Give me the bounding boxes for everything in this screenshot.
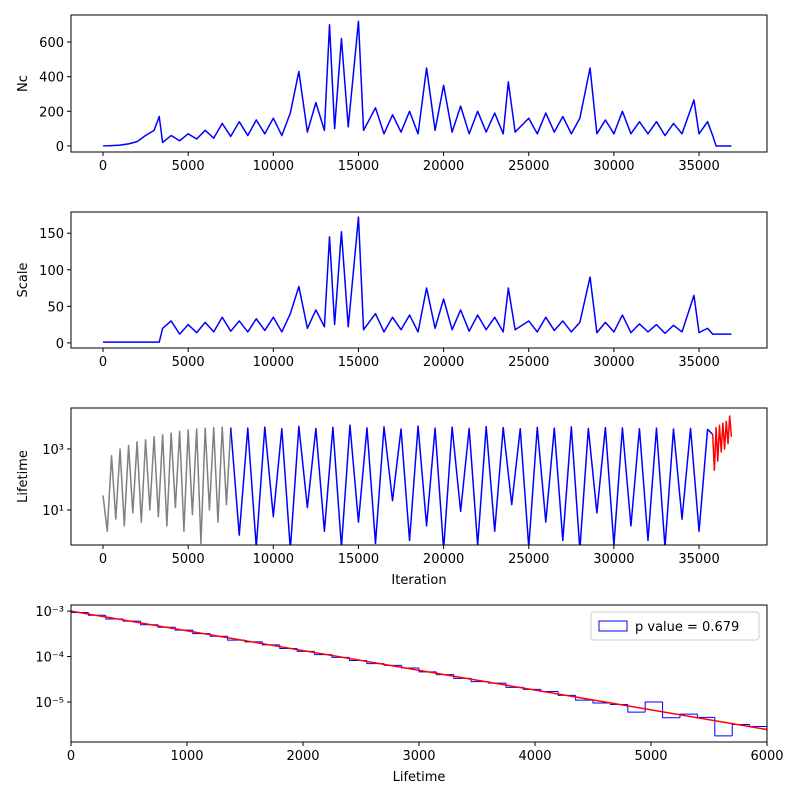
axes-frame — [70, 211, 768, 349]
x-tick-label: 0 — [67, 749, 75, 764]
x-tick-label: 10000 — [253, 159, 294, 174]
x-tick-label: 4000 — [518, 749, 551, 764]
y-tick-label: 50 — [47, 300, 64, 315]
hist-step — [627, 704, 646, 713]
x-tick-label: 1000 — [170, 749, 203, 764]
x-tick-label: 20000 — [423, 159, 464, 174]
x-tick-label: 30000 — [593, 355, 634, 370]
y-tick-label: 0 — [56, 337, 64, 352]
hist-step — [592, 700, 611, 704]
x-tick-label: 5000 — [172, 159, 205, 174]
x-tick-label: 35000 — [678, 552, 719, 567]
x-tick-label: 5000 — [172, 355, 205, 370]
x-tick-label: 6000 — [750, 749, 783, 764]
x-tick-label: 5000 — [634, 749, 667, 764]
x-tick-label: 0 — [99, 552, 107, 567]
x-tick-label: 2000 — [286, 749, 319, 764]
y-tick-label: 100 — [39, 264, 64, 279]
axes-frame — [70, 14, 768, 153]
x-tick-label: 20000 — [423, 552, 464, 567]
x-tick-label: 35000 — [678, 159, 719, 174]
axes-frame — [70, 407, 768, 546]
data-line — [711, 415, 733, 472]
plot-area — [103, 216, 732, 343]
data-line — [229, 424, 714, 545]
y-tick-label: 10¹ — [42, 504, 64, 519]
x-tick-label: 30000 — [593, 552, 634, 567]
x-tick-label: 15000 — [338, 159, 379, 174]
x-tick-label: 3000 — [402, 749, 435, 764]
x-tick-label: 0 — [99, 159, 107, 174]
x-tick-label: 15000 — [338, 355, 379, 370]
hist-step — [662, 702, 680, 719]
y-tick-label: 10⁻⁵ — [35, 696, 64, 711]
y-axis-label: Lifetime — [16, 450, 31, 503]
axes-frame — [70, 604, 768, 743]
plot-area — [102, 20, 732, 147]
y-tick-label: 10³ — [42, 443, 64, 458]
x-tick-label: 25000 — [508, 355, 549, 370]
x-tick-label: 10000 — [253, 552, 294, 567]
legend-label: p value = 0.679 — [635, 620, 739, 635]
data-line — [102, 20, 732, 147]
hist-step — [749, 724, 767, 742]
y-tick-label: 400 — [39, 71, 64, 86]
legend-swatch — [598, 620, 628, 632]
y-tick-label: 10⁻³ — [35, 605, 64, 620]
y-tick-label: 600 — [39, 36, 64, 51]
x-tick-label: 10000 — [253, 355, 294, 370]
data-line — [103, 216, 732, 343]
x-tick-label: 30000 — [593, 159, 634, 174]
hist-step — [731, 724, 750, 736]
x-tick-label: 15000 — [338, 552, 379, 567]
x-axis-label: Lifetime — [393, 770, 446, 785]
plot-area — [71, 610, 767, 742]
y-tick-label: 0 — [56, 140, 64, 155]
x-tick-label: 25000 — [508, 552, 549, 567]
x-tick-label: 25000 — [508, 159, 549, 174]
hist-step — [714, 717, 733, 737]
legend-box — [590, 611, 760, 641]
y-tick-label: 150 — [39, 227, 64, 242]
hist-step — [71, 612, 89, 742]
data-line — [102, 426, 232, 545]
y-axis-label: Nc — [16, 75, 31, 92]
x-tick-label: 35000 — [678, 355, 719, 370]
plot-area — [102, 415, 733, 545]
y-axis-label: Scale — [16, 263, 31, 298]
fit-line — [71, 610, 767, 731]
y-tick-label: 200 — [39, 105, 64, 120]
x-tick-label: 20000 — [423, 355, 464, 370]
x-tick-label: 0 — [99, 355, 107, 370]
y-tick-label: 10⁻⁴ — [35, 651, 64, 666]
hist-step — [696, 714, 715, 718]
x-tick-label: 5000 — [172, 552, 205, 567]
x-axis-label: Iteration — [391, 573, 446, 588]
